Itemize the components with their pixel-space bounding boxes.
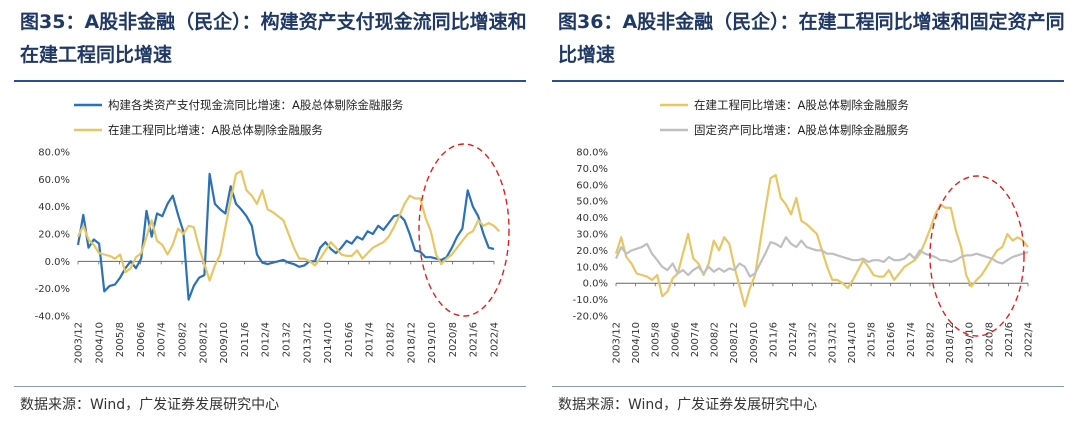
chart-title: 图36：A股非金融（民企）：在建工程同比增速和固定资产同比增速 — [558, 11, 1065, 66]
title-rule — [552, 80, 1064, 82]
data-source: 数据来源：Wind，广发证券发展研究中心 — [20, 397, 280, 413]
chart-title: 图35：A股非金融（民企）：构建资产支付现金流同比增速和在建工程同比增速 — [20, 11, 527, 66]
y-tick-label: 60.0% — [38, 175, 70, 186]
x-tick-label: 2019/10 — [965, 322, 976, 364]
series-line-2 — [614, 236, 1029, 278]
legend-label: 在建工程同比增速：A股总体剔除金融服务 — [108, 123, 323, 137]
x-tick-label: 2005/8 — [115, 322, 126, 357]
source-rule — [552, 386, 1064, 387]
x-tick-label: 2017/4 — [906, 322, 917, 357]
x-tick-label: 2004/10 — [94, 322, 105, 364]
x-tick-label: 2019/10 — [427, 322, 438, 364]
y-tick-label: 0.0% — [45, 257, 70, 268]
x-tick-label: 2013/2 — [282, 322, 293, 357]
x-tick-label: 2004/10 — [631, 322, 642, 364]
x-tick-label: 2012/4 — [261, 322, 272, 357]
x-tick-label: 2018/12 — [945, 322, 956, 364]
x-tick-label: 2006/6 — [670, 322, 681, 357]
source-rule — [14, 386, 526, 387]
x-tick-label: 2005/8 — [651, 322, 662, 357]
x-tick-label: 2014/10 — [847, 322, 858, 364]
x-tick-label: 2008/12 — [198, 322, 209, 364]
x-tick-label: 2011/6 — [768, 322, 779, 357]
x-tick-label: 2013/12 — [302, 322, 313, 364]
x-tick-label: 2007/4 — [690, 322, 701, 357]
x-tick-label: 2015/8 — [867, 322, 878, 357]
x-tick-label: 2012/4 — [788, 322, 799, 357]
series-line-1 — [76, 172, 495, 301]
title-rule — [14, 80, 526, 82]
x-tick-label: 2017/4 — [365, 322, 376, 357]
highlight-ellipse — [418, 143, 510, 317]
x-tick-label: 2022/4 — [1024, 322, 1035, 357]
x-tick-label: 2022/4 — [490, 322, 501, 357]
x-tick-label: 2018/2 — [925, 322, 936, 357]
x-tick-label: 2013/12 — [827, 322, 838, 364]
y-tick-label: 70.0% — [576, 164, 608, 175]
x-tick-label: 2020/8 — [984, 322, 995, 357]
y-tick-label: -20.0% — [35, 284, 70, 295]
y-tick-label: 80.0% — [38, 148, 70, 159]
series-line-1 — [614, 173, 1029, 308]
legend-label: 在建工程同比增速：A股总体剔除金融服务 — [694, 98, 909, 112]
x-tick-label: 2016/6 — [344, 322, 355, 357]
x-tick-label: 2021/6 — [469, 322, 480, 357]
y-tick-label: 40.0% — [38, 202, 70, 213]
y-tick-label: 20.0% — [38, 230, 70, 241]
x-tick-label: 2014/10 — [323, 322, 334, 364]
y-tick-label: 30.0% — [576, 230, 608, 241]
data-source: 数据来源：Wind，广发证券发展研究中心 — [558, 397, 818, 413]
y-tick-label: 10.0% — [576, 262, 608, 273]
series-line-2 — [77, 169, 501, 282]
y-tick-label: 20.0% — [576, 246, 608, 257]
x-tick-label: 2008/2 — [710, 322, 721, 357]
x-tick-label: 2009/10 — [749, 322, 760, 364]
x-tick-label: 2006/6 — [136, 322, 147, 357]
x-tick-label: 2008/2 — [178, 322, 189, 357]
y-tick-label: 0.0% — [583, 279, 608, 290]
line-chart-35: 构建各类资产支付现金流同比增速：A股总体剔除金融服务在建工程同比增速：A股总体剔… — [35, 98, 510, 364]
x-tick-label: 2018/12 — [406, 322, 417, 364]
legend-label: 构建各类资产支付现金流同比增速：A股总体剔除金融服务 — [108, 98, 404, 112]
y-tick-label: -20.0% — [573, 312, 608, 323]
x-tick-label: 2009/10 — [219, 322, 230, 364]
x-tick-label: 2008/12 — [729, 322, 740, 364]
y-tick-label: 60.0% — [576, 180, 608, 191]
chart-panel-right: 图36：A股非金融（民企）：在建工程同比增速和固定资产同比增速 在建工程同比增速… — [552, 0, 1072, 422]
x-tick-label: 2020/8 — [448, 322, 459, 357]
x-tick-label: 2003/12 — [612, 322, 623, 364]
legend-label: 固定资产同比增速：A股总体剔除金融服务 — [694, 123, 909, 137]
y-tick-label: 40.0% — [576, 213, 608, 224]
x-tick-label: 2016/6 — [886, 322, 897, 357]
y-tick-label: 50.0% — [576, 197, 608, 208]
chart-panel-left: 图35：A股非金融（民企）：构建资产支付现金流同比增速和在建工程同比增速 构建各… — [14, 0, 534, 422]
x-tick-label: 2021/6 — [1004, 322, 1015, 357]
x-tick-label: 2003/12 — [74, 322, 85, 364]
x-tick-label: 2011/6 — [240, 322, 251, 357]
y-tick-label: 80.0% — [576, 148, 608, 159]
x-tick-label: 2007/4 — [157, 322, 168, 357]
x-tick-label: 2013/2 — [808, 322, 819, 357]
x-tick-label: 2018/2 — [386, 322, 397, 357]
y-tick-label: -10.0% — [573, 295, 608, 306]
highlight-ellipse — [929, 175, 1025, 337]
y-tick-label: -40.0% — [35, 312, 70, 323]
